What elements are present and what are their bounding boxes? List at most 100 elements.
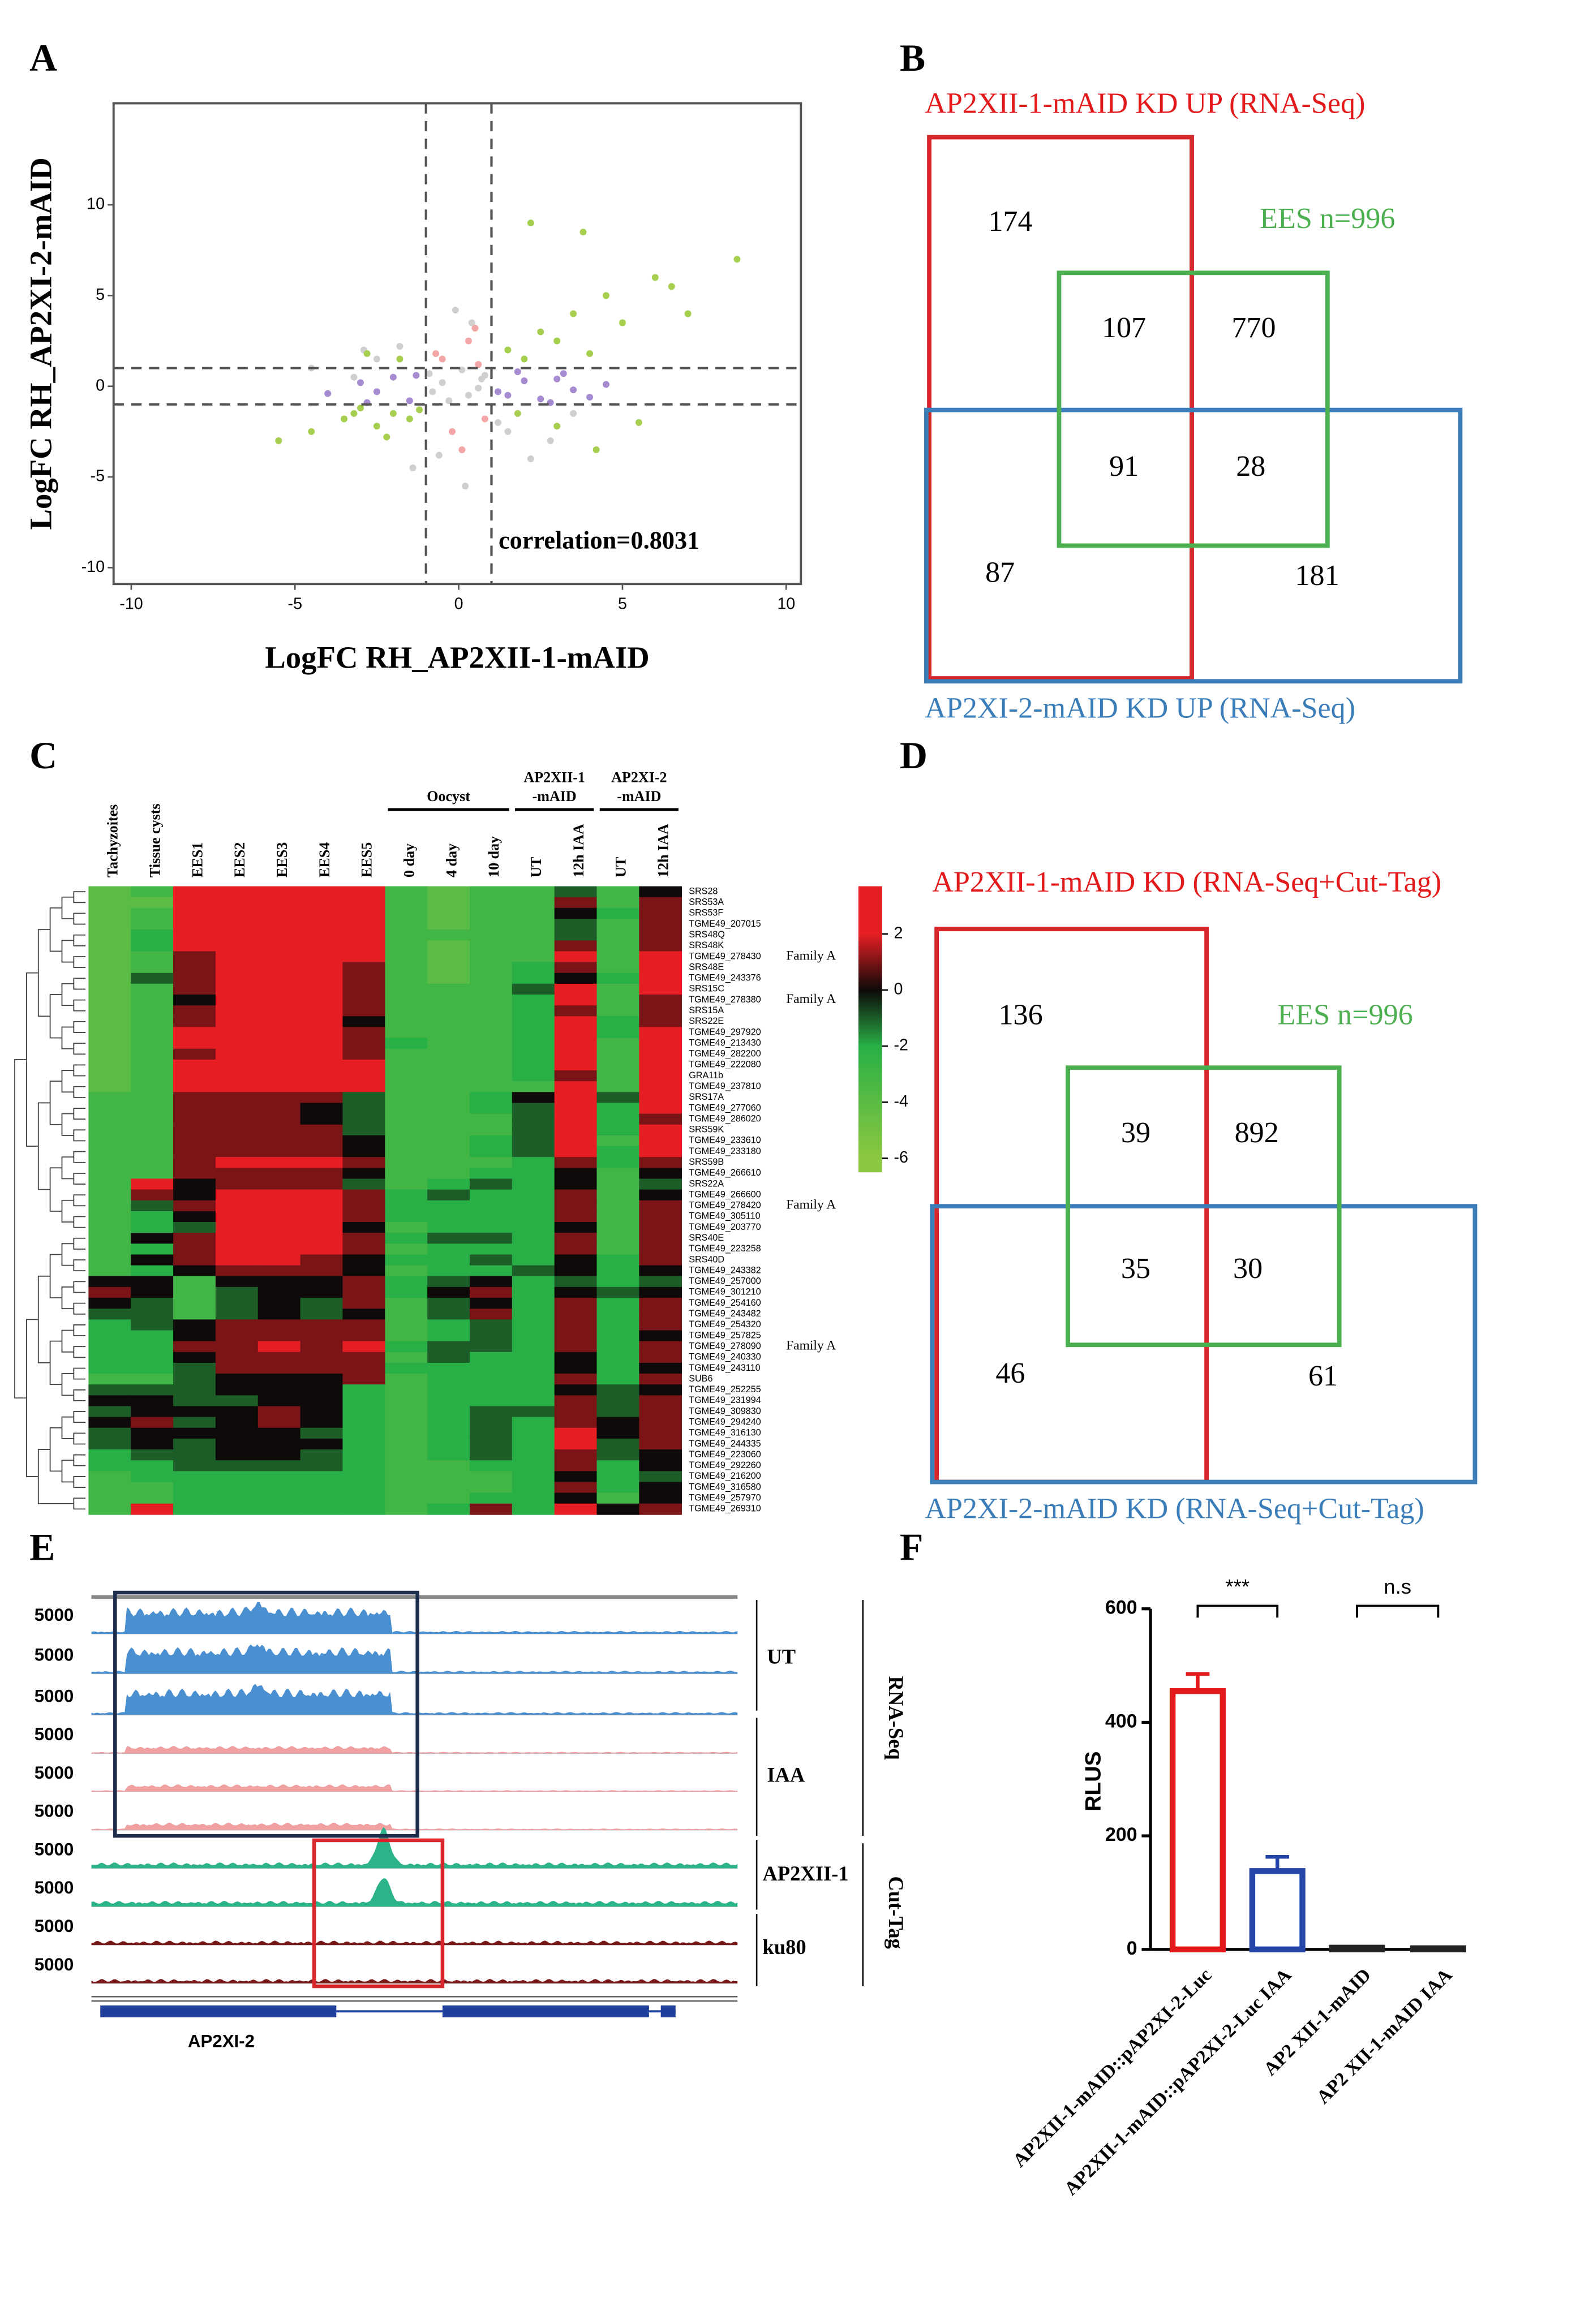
heatmap-cell [257, 1200, 301, 1212]
column-label: 12h IAA [570, 824, 587, 877]
heatmap-cell [300, 1222, 343, 1233]
heatmap-cell [88, 1492, 132, 1504]
heatmap-cell [342, 1395, 386, 1407]
heatmap-cell [512, 1146, 555, 1157]
heatmap-cell [427, 1005, 470, 1017]
y-axis-label: LogFC RH_AP2XI-2-mAID [24, 157, 58, 530]
heatmap-cell [88, 1135, 132, 1147]
heatmap-cell [385, 1124, 428, 1136]
heatmap-cell [469, 1341, 513, 1353]
heatmap-cell [639, 1276, 682, 1288]
heatmap-cell [469, 1233, 513, 1245]
heatmap-cell [215, 1243, 259, 1255]
heatmap-cell [300, 940, 343, 952]
heatmap-cell [131, 1298, 174, 1309]
heatmap-cell [512, 1222, 555, 1233]
heatmap-cell [554, 1254, 598, 1266]
heatmap-cell [173, 1395, 216, 1407]
group-label: Oocyst [427, 788, 470, 804]
heatmap-cell [639, 929, 682, 941]
heatmap-cell [215, 1233, 259, 1245]
heatmap-cell [173, 1503, 216, 1515]
heatmap-cell [300, 1471, 343, 1483]
heatmap-cell [88, 1200, 132, 1212]
heatmap-cell [639, 1178, 682, 1190]
heatmap-cell [131, 1027, 174, 1039]
heatmap-cell [469, 1362, 513, 1374]
heatmap-cell [257, 1384, 301, 1396]
heatmap-cell [173, 1417, 216, 1428]
heatmap-cell [342, 1330, 386, 1342]
heatmap-cell [385, 1330, 428, 1342]
heatmap-cell [469, 1200, 513, 1212]
row-label: TGME49_277060 [689, 1103, 761, 1113]
colorbar [858, 886, 882, 1173]
heatmap-cell [554, 1406, 598, 1418]
heatmap-cell [554, 1135, 598, 1147]
heatmap-cell [554, 1243, 598, 1255]
venn-count: 39 [1121, 1117, 1150, 1149]
heatmap-cell [342, 1103, 386, 1114]
heatmap-cell [215, 1027, 259, 1039]
heatmap-cell [88, 1157, 132, 1169]
heatmap-cell [131, 1081, 174, 1093]
heatmap-cell [173, 1178, 216, 1190]
y-tick-label: 5 [96, 286, 105, 304]
heatmap-cell [342, 1243, 386, 1255]
row-label: SUB6 [689, 1374, 712, 1384]
heatmap-cell [215, 1482, 259, 1494]
heatmap-cell [215, 1330, 259, 1342]
row-label: SRS17A [689, 1092, 724, 1102]
heatmap-cell [639, 1081, 682, 1093]
heatmap-cell [131, 1406, 174, 1418]
heatmap-cell [300, 1298, 343, 1309]
heatmap-cell [131, 1005, 174, 1017]
heatmap-cell [639, 1319, 682, 1331]
row-label: SRS15A [689, 1005, 724, 1015]
heatmap-cell [300, 1374, 343, 1385]
heatmap-cell [427, 951, 470, 963]
heatmap-cell [554, 1492, 598, 1504]
heatmap-cell [257, 962, 301, 974]
heatmap-cell [131, 1038, 174, 1049]
heatmap-cell [131, 1427, 174, 1439]
heatmap-cell [88, 1113, 132, 1125]
heatmap-cell [596, 1417, 640, 1428]
heatmap-cell [173, 1298, 216, 1309]
scatter-point [733, 256, 741, 263]
scatter-point [383, 433, 390, 441]
row-label: SRS48Q [689, 929, 725, 940]
heatmap-cell [131, 1124, 174, 1136]
heatmap-cell [342, 1027, 386, 1039]
heatmap-cell [342, 951, 386, 963]
group-label: UT [767, 1645, 796, 1668]
heatmap-cell [300, 962, 343, 974]
scatter-point [553, 375, 561, 382]
heatmap-cell [257, 1222, 301, 1233]
heatmap-cell [131, 1341, 174, 1353]
heatmap-cell [427, 1352, 470, 1363]
heatmap-cell [215, 1222, 259, 1233]
heatmap-cell [300, 1438, 343, 1450]
colorbar-label: 0 [894, 980, 903, 999]
heatmap-cell [300, 907, 343, 919]
heatmap-cell [554, 972, 598, 984]
heatmap-cell [88, 1427, 132, 1439]
row-label: SRS22E [689, 1016, 724, 1026]
heatmap-cell [88, 1341, 132, 1353]
heatmap-cell [342, 1341, 386, 1353]
heatmap-cell [257, 1243, 301, 1255]
column-label: Tissue cysts [147, 803, 163, 877]
scatter-point [324, 390, 332, 397]
heatmap-cell [469, 1059, 513, 1071]
scatter-point [514, 368, 521, 376]
heatmap-cell [512, 1298, 555, 1309]
heatmap-cell [131, 1168, 174, 1180]
heatmap-cell [257, 1254, 301, 1266]
heatmap-cell [88, 1027, 132, 1039]
heatmap-cell [173, 1146, 216, 1157]
heatmap-cell [131, 919, 174, 930]
heatmap-cell [385, 1384, 428, 1396]
heatmap-cell [300, 1427, 343, 1439]
heatmap-cell [639, 1092, 682, 1104]
